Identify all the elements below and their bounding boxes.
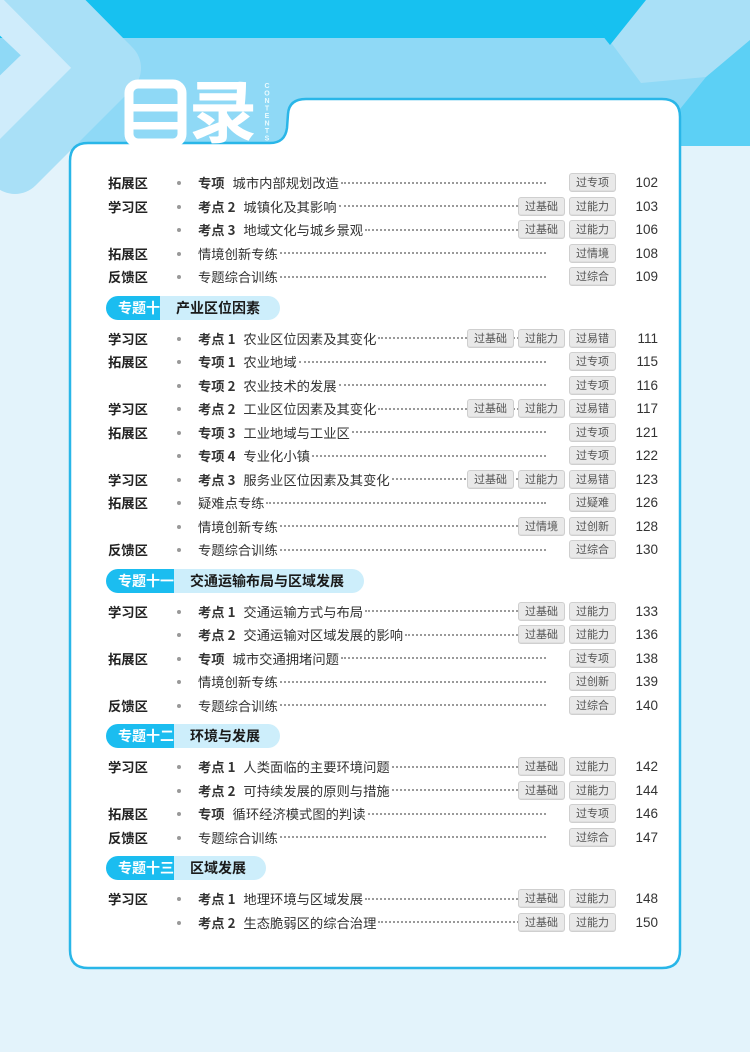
svg-text:录: 录 [189, 58, 257, 157]
svg-text:CONTENTS: CONTENTS [263, 83, 270, 143]
